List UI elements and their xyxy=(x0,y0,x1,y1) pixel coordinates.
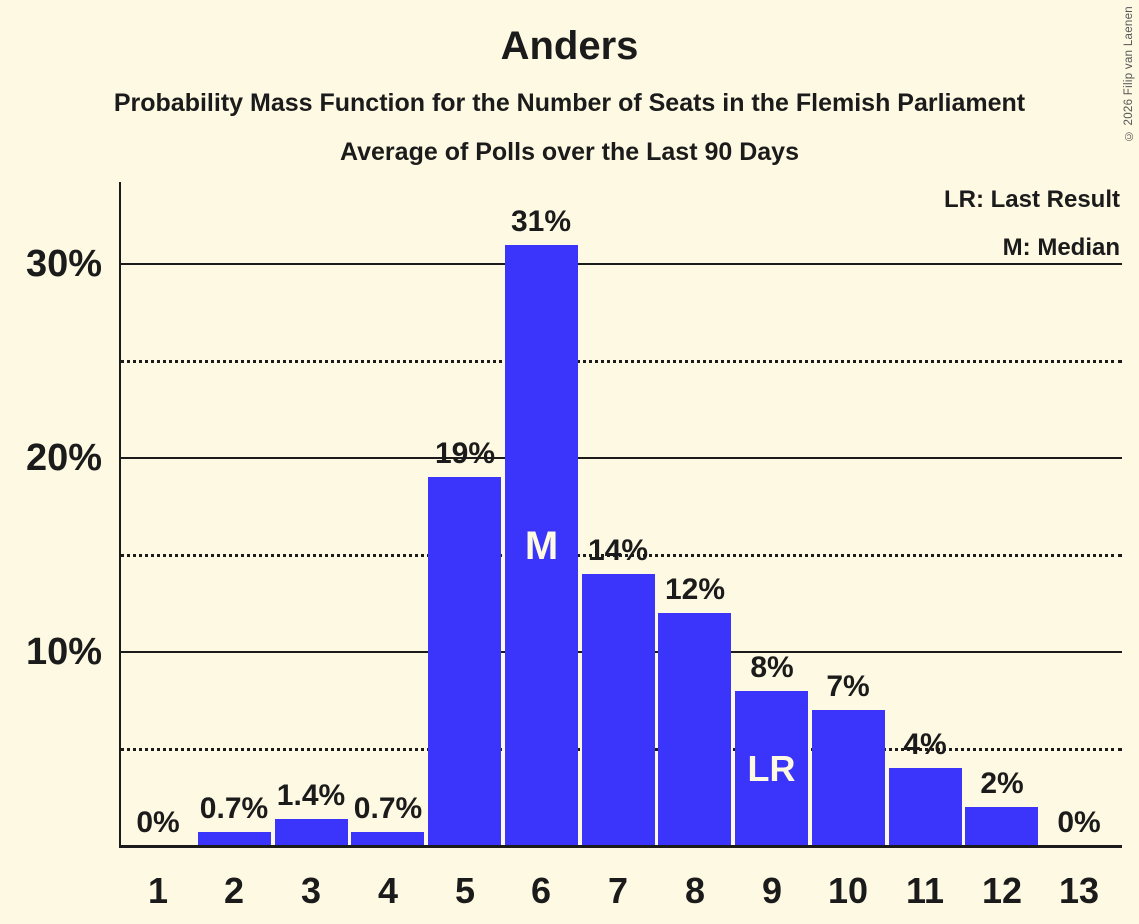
bar-seats-5 xyxy=(428,477,501,846)
bar-value-label-3: 1.4% xyxy=(276,779,346,812)
x-axis-label-10: 10 xyxy=(827,870,869,911)
x-axis-label-1: 1 xyxy=(147,870,169,911)
bar-seats-2 xyxy=(198,832,271,846)
bar-seats-8 xyxy=(658,613,731,846)
x-axis-label-6: 6 xyxy=(530,870,552,911)
chart-title: Anders xyxy=(500,24,639,68)
x-axis-label-4: 4 xyxy=(377,870,399,911)
y-axis-line xyxy=(119,182,121,848)
legend-last-result: LR: Last Result xyxy=(943,186,1120,213)
x-axis-label-3: 3 xyxy=(300,870,322,911)
bar-seats-9 xyxy=(735,691,808,846)
x-axis-label-8: 8 xyxy=(684,870,706,911)
gridline-dotted-25pct xyxy=(120,359,1122,363)
x-axis-line xyxy=(119,845,1122,848)
copyright-notice: © 2026 Filip van Laenen xyxy=(1123,6,1135,142)
bar-value-label-12: 2% xyxy=(980,767,1024,800)
x-axis-label-11: 11 xyxy=(905,870,945,911)
bar-value-label-11: 4% xyxy=(903,728,947,761)
bar-seats-6 xyxy=(505,245,578,846)
x-axis-label-13: 13 xyxy=(1058,870,1100,911)
x-axis-label-5: 5 xyxy=(454,870,476,911)
bar-value-label-7: 14% xyxy=(587,534,649,567)
y-axis-label-30pct: 30% xyxy=(25,243,102,285)
bar-value-label-4: 0.7% xyxy=(353,792,423,825)
gridline-20pct xyxy=(120,457,1122,459)
x-axis-label-2: 2 xyxy=(223,870,245,911)
bar-seats-12 xyxy=(965,807,1038,846)
bar-value-label-13: 0% xyxy=(1057,806,1101,839)
chart-subtitle: Probability Mass Function for the Number… xyxy=(113,89,1026,117)
y-axis-label-20pct: 20% xyxy=(25,437,102,479)
x-axis-label-9: 9 xyxy=(761,870,783,911)
bar-value-label-2: 0.7% xyxy=(199,792,269,825)
bar-value-label-1: 0% xyxy=(136,806,180,839)
legend-median: M: Median xyxy=(1002,234,1120,261)
y-axis-label-10pct: 10% xyxy=(25,631,102,673)
bar-seats-7 xyxy=(582,574,655,846)
x-axis-label-12: 12 xyxy=(981,870,1023,911)
bar-value-label-8: 12% xyxy=(664,573,726,606)
annotation-m-bar-6: M xyxy=(524,524,559,568)
bar-seats-3 xyxy=(275,819,348,846)
bar-seats-10 xyxy=(812,710,885,846)
x-axis-label-7: 7 xyxy=(607,870,629,911)
chart-period-subtitle: Average of Polls over the Last 90 Days xyxy=(340,138,799,166)
bar-value-label-9: 8% xyxy=(750,651,794,684)
annotation-lr-bar-9: LR xyxy=(747,748,796,789)
bar-value-label-5: 19% xyxy=(434,437,496,470)
gridline-30pct xyxy=(120,263,1122,265)
gridline-dotted-15pct xyxy=(120,553,1122,557)
bar-value-label-10: 7% xyxy=(826,670,870,703)
bar-value-label-6: 31% xyxy=(510,205,572,238)
bar-seats-11 xyxy=(889,768,962,846)
bar-seats-4 xyxy=(351,832,424,846)
